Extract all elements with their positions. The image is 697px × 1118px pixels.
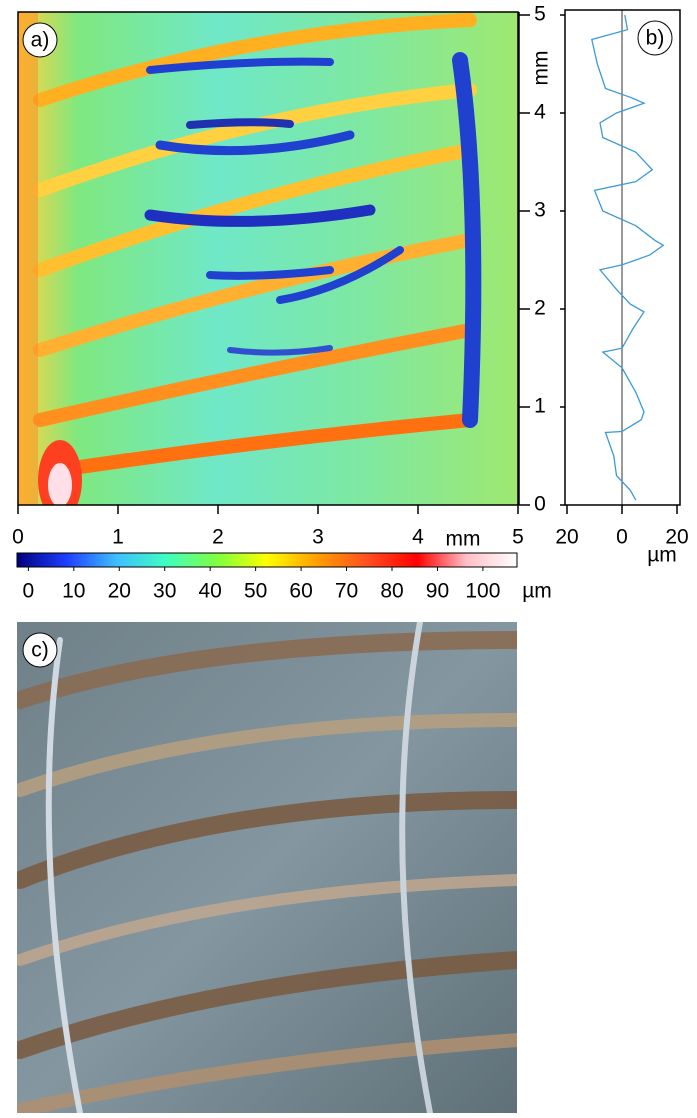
- x-tick-label: 5: [512, 526, 524, 549]
- y-axis-label: mm: [530, 51, 553, 86]
- x-tick-label: 1: [112, 526, 124, 549]
- colorbar-tick-label: 80: [380, 580, 403, 603]
- x-tick-label: 4: [412, 526, 424, 549]
- colorbar-tick-label: 90: [426, 580, 449, 603]
- colorbar-label: µm: [522, 580, 552, 603]
- panel-label: b): [646, 27, 665, 50]
- colorbar-tick-label: 30: [153, 580, 176, 603]
- panel-label: c): [31, 639, 49, 662]
- x-tick-label: 2: [212, 526, 224, 549]
- colorbar-tick-label: 50: [244, 580, 267, 603]
- colorbar-tick-label: 60: [289, 580, 312, 603]
- profile-line: [591, 14, 665, 501]
- colorbar: 0 10 20 30 40 50 60 70 80 90 100: [16, 552, 518, 603]
- colorbar-tick-label: 20: [108, 580, 131, 603]
- x-axis-label: mm: [446, 528, 481, 551]
- heatmap-frame: [17, 11, 519, 506]
- colorbar-bar: [16, 552, 518, 568]
- colorbar-tick-label: 10: [62, 580, 85, 603]
- y-tick-label: 0: [534, 493, 546, 516]
- x-tick-label: 3: [312, 526, 324, 549]
- panel-label-a: a): [22, 22, 58, 58]
- x-tick-label: 0: [616, 526, 628, 549]
- y-tick-label: 3: [534, 199, 546, 222]
- panel-label-c: c): [22, 632, 58, 668]
- colorbar-tick-label: 100: [465, 580, 500, 603]
- x-tick-label: 20: [665, 526, 688, 549]
- y-tick-label: 2: [534, 297, 546, 320]
- y-tick-label: 5: [534, 3, 546, 26]
- x-tick-label: 0: [12, 526, 24, 549]
- panel-label: a): [31, 29, 50, 52]
- colorbar-tick-label: 0: [23, 580, 35, 603]
- y-tick-label: 1: [534, 395, 546, 418]
- heatmap-image: [18, 12, 518, 505]
- x-axis-label: µm: [647, 544, 677, 567]
- x-tick-label: 20: [555, 526, 578, 549]
- panel-label-b: b): [637, 20, 673, 56]
- colorbar-tick-label: 40: [199, 580, 222, 603]
- y-tick-label: 4: [534, 101, 546, 124]
- photo: [17, 622, 517, 1113]
- colorbar-tick-label: 70: [335, 580, 358, 603]
